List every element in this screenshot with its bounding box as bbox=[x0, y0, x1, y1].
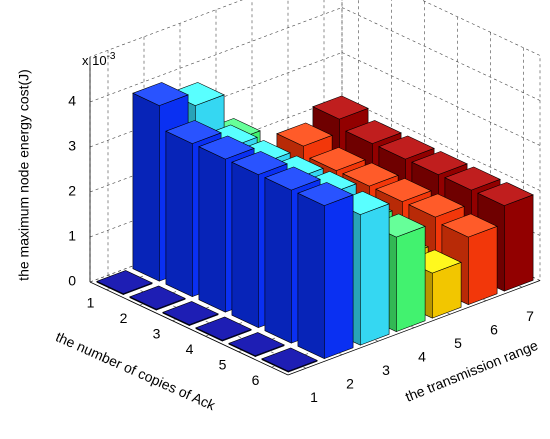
bar-top-face bbox=[132, 82, 189, 106]
bar bbox=[195, 316, 252, 342]
z-tick-label: 0 bbox=[68, 273, 76, 289]
bar bbox=[162, 301, 219, 327]
x-axis-label: the transmission range bbox=[403, 337, 541, 405]
x-tick-label: 6 bbox=[490, 321, 498, 337]
bar-top-face bbox=[228, 332, 285, 357]
bar-top-face bbox=[309, 147, 366, 171]
bar-left-face bbox=[297, 192, 325, 360]
bar-top-face bbox=[129, 285, 186, 310]
bar-top-face bbox=[444, 166, 501, 191]
bar-left-face bbox=[231, 161, 259, 329]
multiplier-base: x 10 bbox=[82, 53, 107, 68]
bar bbox=[297, 182, 354, 360]
bar bbox=[228, 332, 285, 358]
y-tick-label: 6 bbox=[252, 372, 260, 388]
bar-left-face bbox=[165, 130, 193, 298]
bar-top-face bbox=[165, 120, 222, 144]
bar-top-face bbox=[378, 135, 435, 160]
bar-top-face bbox=[276, 122, 333, 147]
y-tick-label: 3 bbox=[153, 325, 161, 341]
y-axis-label: the number of copies of Ack bbox=[53, 328, 218, 413]
multiplier-exponent: -3 bbox=[107, 51, 116, 62]
bar-top-face bbox=[408, 193, 465, 218]
z-grid-line bbox=[341, 52, 541, 146]
bar-top-face bbox=[411, 151, 468, 175]
bar bbox=[129, 285, 186, 311]
bar-top-face bbox=[312, 95, 369, 120]
bar-front-face bbox=[503, 194, 534, 292]
y-tick-label: 1 bbox=[87, 294, 95, 310]
z-tick-label: 4 bbox=[68, 93, 76, 109]
bar-top-face bbox=[195, 316, 252, 341]
bar-top-face bbox=[198, 135, 255, 160]
z-grid-line bbox=[341, 7, 541, 101]
bar-left-face bbox=[264, 177, 292, 344]
bar-top-face bbox=[264, 166, 321, 191]
bar-top-face bbox=[375, 178, 432, 202]
bar-top-face bbox=[342, 162, 399, 187]
bar-front-face bbox=[323, 194, 354, 360]
bar-top-face bbox=[477, 182, 534, 206]
bar-front-face bbox=[359, 203, 390, 346]
z-grid-line bbox=[341, 97, 541, 191]
bar-left-face bbox=[132, 92, 160, 282]
y-tick-label: 5 bbox=[219, 356, 227, 372]
x-tick-label: 1 bbox=[310, 389, 318, 405]
y-axis bbox=[89, 281, 289, 376]
bar-top-face bbox=[231, 151, 288, 175]
bar-top-face bbox=[261, 347, 318, 372]
z-axis-label: the maximum node energy cost(J) bbox=[16, 69, 32, 281]
y-tick-label: 2 bbox=[120, 310, 128, 326]
y-tick-label: 4 bbox=[186, 341, 194, 357]
bar-top-face bbox=[297, 182, 354, 206]
x-tick-label: 4 bbox=[418, 348, 426, 364]
z-multiplier: x 10-3 bbox=[82, 51, 116, 69]
z-tick-label: 3 bbox=[68, 138, 76, 154]
bar-top-face bbox=[441, 213, 498, 238]
bar-top-face bbox=[162, 301, 219, 326]
bars bbox=[96, 82, 534, 373]
bar bbox=[96, 270, 153, 296]
bar-left-face bbox=[198, 146, 226, 313]
z-tick-label: 1 bbox=[68, 228, 76, 244]
x-tick-label: 7 bbox=[526, 308, 534, 324]
z-tick-label: 2 bbox=[68, 183, 76, 199]
bar-top-face bbox=[96, 270, 153, 295]
bar-front-face bbox=[467, 225, 498, 306]
x-axis bbox=[287, 280, 541, 376]
x-tick-label: 2 bbox=[346, 375, 354, 391]
bar bbox=[261, 347, 318, 373]
bar-front-face bbox=[395, 225, 426, 333]
x-tick-label: 5 bbox=[454, 335, 462, 351]
x-tick-label: 3 bbox=[382, 362, 390, 378]
x-grid-line bbox=[107, 274, 307, 369]
bar-top-face bbox=[345, 120, 402, 144]
